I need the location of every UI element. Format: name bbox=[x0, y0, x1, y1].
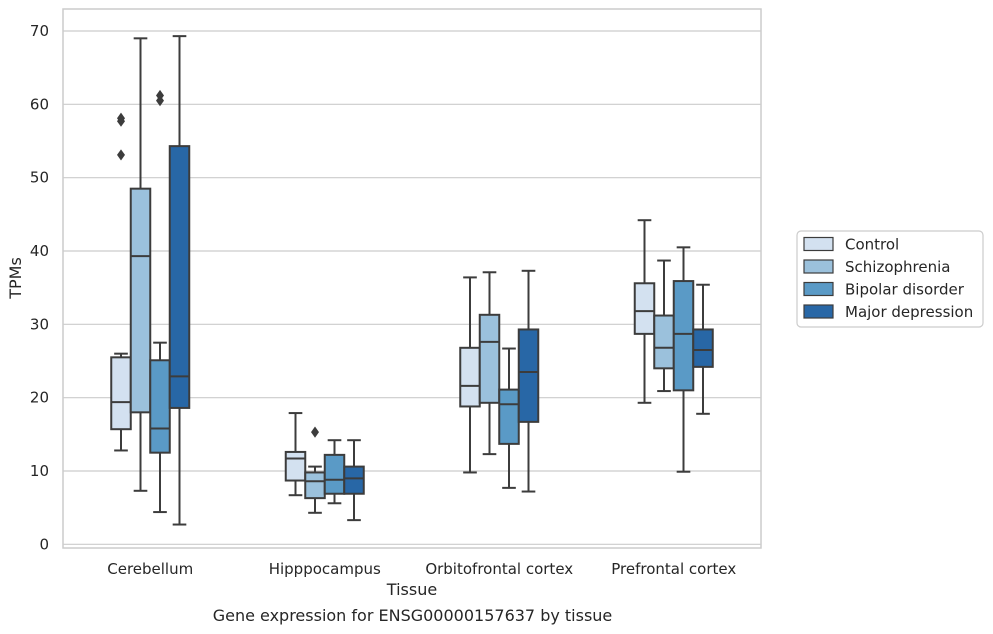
box-body bbox=[459, 346, 481, 408]
box-0-0 bbox=[110, 352, 132, 452]
y-tick-label: 0 bbox=[39, 535, 49, 553]
box-1-0 bbox=[284, 412, 307, 497]
x-axis-label: Tissue bbox=[386, 580, 437, 599]
legend-swatch bbox=[803, 236, 834, 252]
box-body bbox=[633, 282, 656, 335]
outlier-point bbox=[117, 112, 125, 124]
y-tick-label: 70 bbox=[30, 22, 49, 40]
x-tick-label: Cerebellum bbox=[107, 560, 193, 578]
box-body bbox=[149, 359, 171, 454]
x-tick-labels: Cerebellum Hipppocampus Orbitofrontal cort… bbox=[107, 560, 736, 578]
box-3-0 bbox=[633, 219, 656, 404]
box-0-3 bbox=[168, 35, 191, 526]
legend-label: Control bbox=[845, 236, 899, 254]
legend-swatch bbox=[803, 304, 834, 319]
chart-caption: Gene expression for ENSG00000157637 by t… bbox=[212, 606, 613, 625]
x-tick-label: Orbitofrontal cortex bbox=[425, 560, 573, 578]
legend-swatch bbox=[803, 259, 834, 274]
legend-label: Bipolar disorder bbox=[845, 281, 965, 299]
box-body bbox=[498, 388, 520, 445]
x-tick-label: Prefrontal cortex bbox=[611, 560, 736, 578]
box-3-2 bbox=[672, 246, 695, 473]
box-0-2 bbox=[149, 89, 171, 514]
box-body bbox=[284, 450, 307, 482]
legend-frame bbox=[796, 230, 984, 328]
legend-swatch bbox=[803, 281, 834, 297]
legend: Control Schizophrenia Bipolar disorder Majo… bbox=[796, 230, 984, 328]
box-3-1 bbox=[653, 259, 675, 393]
box-2-3 bbox=[517, 269, 540, 493]
box-1-3 bbox=[343, 439, 365, 522]
boxes bbox=[110, 35, 714, 526]
plot-area bbox=[62, 8, 762, 549]
box-body bbox=[478, 313, 501, 404]
y-tick-label: 60 bbox=[30, 95, 49, 113]
box-body bbox=[168, 145, 191, 409]
legend-label: Major depression bbox=[845, 303, 973, 321]
box-3-3 bbox=[692, 283, 714, 415]
box-body bbox=[323, 453, 346, 495]
y-axis-label: TPMs bbox=[6, 257, 25, 300]
box-body bbox=[343, 465, 365, 495]
x-tick-label: Hipppocampus bbox=[269, 560, 381, 578]
y-tick-label: 30 bbox=[30, 315, 49, 333]
legend-label: Schizophrenia bbox=[845, 258, 950, 276]
box-1-1 bbox=[304, 426, 326, 514]
box-2-1 bbox=[478, 271, 501, 456]
box-body bbox=[110, 356, 132, 431]
box-body bbox=[672, 280, 695, 392]
outlier-group bbox=[117, 112, 125, 161]
outlier-point bbox=[117, 149, 125, 161]
box-body bbox=[653, 314, 675, 370]
y-tick-label: 10 bbox=[30, 462, 49, 480]
box-0-1 bbox=[129, 37, 152, 492]
outlier-point bbox=[156, 89, 164, 102]
box-body bbox=[692, 328, 714, 368]
outlier-point bbox=[311, 426, 319, 438]
y-tick-label: 20 bbox=[30, 389, 49, 407]
y-tick-labels: 0 10 20 30 40 50 60 70 bbox=[30, 22, 49, 553]
box-body bbox=[517, 328, 540, 423]
y-tick-label: 40 bbox=[30, 242, 49, 260]
box-body bbox=[129, 187, 152, 414]
y-tick-label: 50 bbox=[30, 169, 49, 187]
box-body bbox=[304, 471, 326, 500]
